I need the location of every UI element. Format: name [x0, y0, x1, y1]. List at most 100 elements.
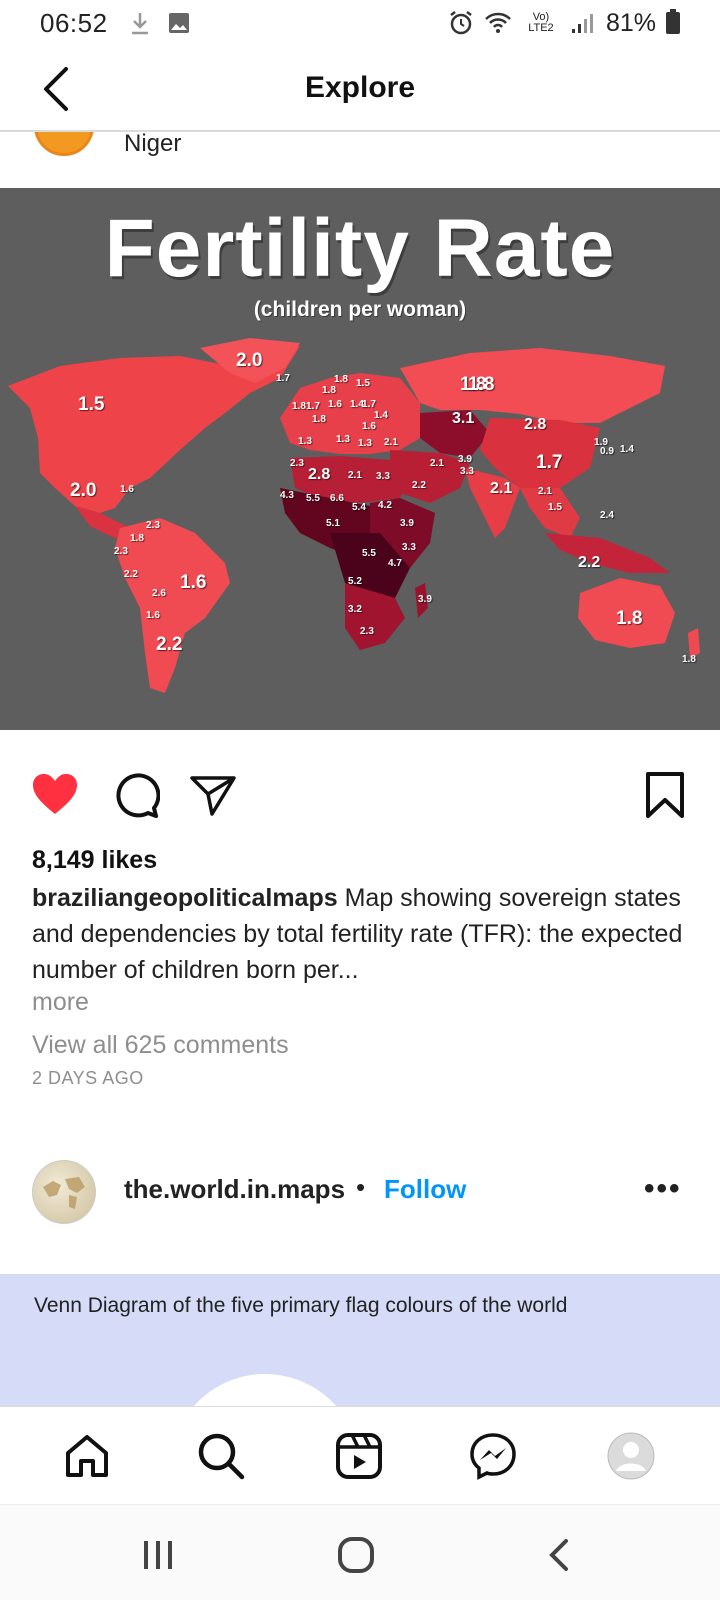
map-value-label: 1.8 [322, 385, 336, 396]
map-value-label: 2.1 [490, 480, 513, 497]
download-icon [131, 13, 148, 35]
wifi-icon [485, 12, 511, 33]
nav-home[interactable] [62, 1431, 112, 1481]
map-value-label: 1.4 [620, 444, 634, 455]
map-value-label: 2.1 [348, 470, 362, 481]
map-value-label: 5.1 [326, 518, 340, 529]
separator-dot: • [356, 1172, 366, 1202]
map-value-label: 1.8 [292, 401, 306, 412]
bookmark-icon [646, 772, 684, 818]
map-value-label: 1.5 [548, 502, 562, 513]
map-value-label: 3.3 [402, 542, 416, 553]
caption-text: Map showing sovereign states and depende… [32, 884, 683, 984]
next-post-username[interactable]: the.world.in.maps [124, 1174, 346, 1204]
image-icon [168, 13, 189, 33]
map-value-label: 2.3 [114, 546, 128, 557]
nav-profile[interactable] [606, 1431, 656, 1481]
map-value-label: 1.3 [358, 438, 372, 449]
back-button[interactable] [36, 64, 76, 114]
nav-search[interactable] [196, 1431, 246, 1481]
map-value-label: 3.9 [458, 454, 472, 465]
map-value-label: 2.3 [360, 626, 374, 637]
map-value-label: 1.8 [334, 374, 348, 385]
comment-icon [116, 773, 161, 818]
map-value-label: 3.9 [418, 594, 432, 605]
map-value-label: 1.6 [362, 421, 376, 432]
map-southern-africa [345, 583, 405, 650]
save-button[interactable] [640, 770, 690, 820]
back-chevron-icon [549, 1539, 568, 1571]
map-value-label: 2.4 [600, 510, 614, 521]
map-value-label: 1.5 [356, 378, 370, 389]
map-value-label: 1.6 [328, 399, 342, 410]
caption-more-link[interactable]: more [32, 988, 89, 1016]
map-north-africa [290, 456, 410, 503]
previous-post-username[interactable]: Niger [124, 132, 182, 157]
map-value-label: 4.2 [378, 500, 392, 511]
map-value-label: 6.6 [330, 493, 344, 504]
home-system-button[interactable] [336, 1535, 376, 1575]
battery-icon [666, 9, 680, 34]
share-button[interactable] [188, 770, 238, 820]
post-actions-bar [0, 760, 720, 824]
nav-reels[interactable] [334, 1431, 384, 1481]
recent-apps-button[interactable] [140, 1535, 180, 1575]
map-value-label: 1.4 [374, 410, 388, 421]
back-system-button[interactable] [540, 1535, 580, 1575]
map-value-label: 1.7 [276, 373, 290, 384]
map-value-label: 3.2 [348, 604, 362, 615]
status-notification-icons [130, 11, 190, 35]
map-value-label: 3.3 [376, 471, 390, 482]
app-header: Explore [0, 46, 720, 132]
previous-post-avatar[interactable] [34, 132, 94, 156]
map-value-label: 3.9 [400, 518, 414, 529]
world-map-avatar-icon [43, 1177, 85, 1209]
comment-button[interactable] [110, 770, 161, 820]
map-indonesia [545, 533, 670, 573]
page-title: Explore [304, 71, 416, 104]
map-value-label: 3.1 [452, 410, 475, 427]
avatar-icon [607, 1432, 655, 1480]
caption-username[interactable]: braziliangeopoliticalmaps [32, 884, 338, 912]
map-north-america [8, 346, 300, 513]
battery-percent: 81% [605, 8, 656, 37]
chevron-left-icon [44, 67, 68, 111]
map-value-label: 1.6 [120, 484, 134, 495]
nav-messenger[interactable] [468, 1431, 518, 1481]
network-type-label: Vo) LTE2 [528, 11, 554, 34]
map-middle-east [390, 450, 470, 503]
map-russia [400, 348, 665, 423]
map-value-label: 1.8 [312, 414, 326, 425]
map-value-label: 3.3 [460, 466, 474, 477]
map-value-label: 2.3 [290, 458, 304, 469]
map-value-label: 1.3 [336, 434, 350, 445]
map-subtitle: (children per woman) [253, 298, 467, 321]
home-circle-icon [338, 1537, 374, 1573]
like-button[interactable] [30, 770, 80, 820]
map-value-label: 1.7 [362, 399, 376, 410]
map-value-label: 2.1 [384, 437, 398, 448]
map-value-label: 5.2 [348, 576, 362, 587]
map-value-label: 0.9 [600, 446, 614, 457]
post-caption: braziliangeopoliticalmaps Map showing so… [32, 880, 692, 988]
map-value-label: 2.6 [152, 588, 166, 599]
likes-count[interactable]: 8,149 likes [32, 846, 158, 874]
post-image-fertility-map[interactable]: Fertility Rate (children per woman) 2.0 1… [0, 188, 720, 730]
more-options-button[interactable]: ••• [644, 1172, 682, 1205]
map-madagascar [415, 583, 428, 618]
map-value-label: 5.5 [362, 548, 376, 559]
recent-apps-icon [144, 1541, 172, 1569]
next-post-image[interactable]: Venn Diagram of the five primary flag co… [0, 1274, 720, 1406]
map-value-label: 2.2 [124, 569, 138, 580]
map-value-label: 2.3 [146, 520, 160, 531]
map-value-label: 5.5 [306, 493, 320, 504]
bottom-navigation [0, 1406, 720, 1504]
next-post-avatar[interactable] [32, 1160, 96, 1224]
reels-icon [336, 1433, 382, 1479]
map-india [465, 468, 520, 538]
signal-icon [571, 14, 593, 33]
follow-button[interactable]: Follow [384, 1174, 467, 1204]
map-value-label: 1.8 [460, 374, 487, 395]
map-value-label: 1.6 [180, 572, 207, 593]
view-comments-link[interactable]: View all 625 comments [32, 1031, 289, 1059]
